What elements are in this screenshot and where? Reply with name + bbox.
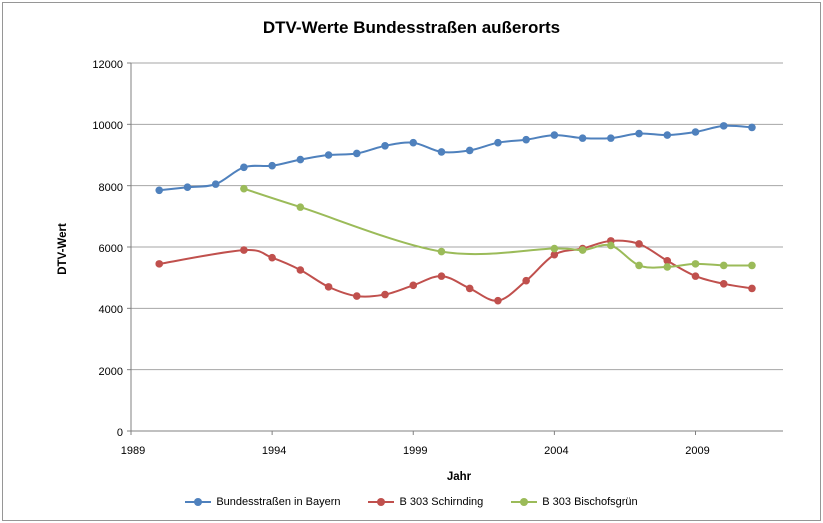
data-point-marker (550, 131, 559, 139)
data-point-marker (691, 128, 700, 136)
legend: Bundesstraßen in Bayern B 303 Schirnding B… (3, 496, 820, 508)
data-point-marker (522, 276, 530, 285)
legend-label: B 303 Schirnding (399, 496, 484, 508)
data-point-marker (719, 122, 728, 130)
data-point-marker (155, 260, 164, 268)
y-tick-label: 12000 (92, 59, 123, 71)
y-tick-label: 2000 (98, 365, 123, 378)
data-point-marker (268, 161, 276, 170)
data-point-marker (155, 186, 164, 195)
data-point-marker (381, 290, 389, 299)
data-point-marker (522, 135, 530, 144)
data-point-marker (381, 142, 389, 150)
data-point-marker (635, 261, 643, 270)
data-point-marker (211, 180, 220, 188)
legend-item: B 303 Schirnding (368, 496, 483, 508)
data-point-marker (240, 163, 248, 172)
data-point-marker (748, 123, 756, 132)
x-tick-label: 1989 (120, 445, 146, 457)
data-point-marker (437, 148, 446, 156)
x-tick-label: 1999 (403, 445, 428, 457)
series-line (159, 239, 753, 302)
data-point-marker (691, 272, 700, 280)
data-point-marker (635, 240, 643, 248)
data-point-marker (691, 260, 700, 268)
plot-area (127, 62, 783, 435)
chart-title: DTV-Werte Bundesstraßen außerorts (262, 18, 561, 37)
y-tick-label: 0 (116, 427, 123, 439)
data-point-marker (296, 266, 305, 274)
data-point-marker (663, 257, 672, 265)
data-point-marker (607, 241, 615, 250)
data-point-marker (635, 129, 643, 138)
y-tick-label: 4000 (98, 304, 123, 317)
series-line (243, 187, 753, 269)
data-point-marker (494, 296, 502, 305)
data-point-marker (353, 149, 361, 158)
legend-marker-icon (368, 498, 395, 506)
data-point-marker (494, 138, 502, 147)
data-point-marker (748, 261, 756, 270)
data-point-marker (409, 138, 418, 147)
legend-label: Bundesstraßen in Bayern (216, 496, 341, 508)
data-point-marker (578, 246, 587, 254)
data-point-marker (719, 280, 728, 288)
data-point-marker (719, 261, 728, 270)
y-tick-label: 6000 (98, 243, 123, 255)
legend-item: B 303 Bischofsgrün (511, 496, 638, 508)
legend-item: Bundesstraßen in Bayern (185, 496, 340, 508)
data-point-marker (607, 134, 615, 142)
data-point-marker (296, 155, 305, 164)
data-point-marker (324, 151, 333, 159)
data-point-marker (663, 131, 672, 139)
x-tick-label: 1994 (261, 445, 287, 457)
data-point-marker (353, 292, 361, 300)
data-point-marker (550, 244, 559, 253)
x-tick-label: 2004 (544, 445, 569, 457)
legend-label: B 303 Bischofsgrün (542, 496, 638, 508)
data-point-marker (240, 184, 248, 193)
data-point-marker (465, 146, 474, 155)
data-point-marker (465, 284, 474, 293)
data-point-marker (183, 183, 192, 191)
series-line (159, 124, 753, 192)
data-point-marker (550, 250, 559, 259)
data-point-marker (324, 283, 333, 291)
data-point-marker (268, 253, 276, 262)
data-point-marker (663, 263, 672, 271)
y-tick-label: 10000 (92, 120, 123, 133)
x-tick-label: 2009 (685, 445, 710, 457)
data-point-marker (437, 247, 446, 256)
data-point-marker (296, 203, 305, 211)
legend-marker-icon (511, 498, 538, 506)
legend-marker-icon (185, 498, 212, 506)
data-point-marker (409, 281, 418, 290)
x-axis-title: Jahr (446, 471, 472, 483)
data-point-marker (437, 272, 446, 280)
data-point-marker (748, 284, 756, 293)
data-point-marker (578, 134, 587, 142)
data-point-marker (240, 246, 248, 254)
y-tick-label: 8000 (98, 181, 123, 194)
